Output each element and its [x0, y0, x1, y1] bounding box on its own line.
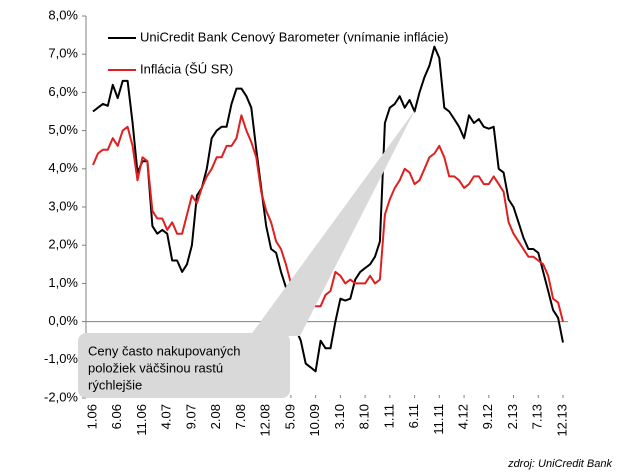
x-tick-label: 9.12: [480, 404, 495, 429]
x-tick-label: 5.09: [282, 404, 297, 429]
x-tick-label: 11.06: [134, 404, 149, 436]
y-tick-label: 4,0%: [48, 160, 78, 175]
y-tick-label: 3,0%: [48, 198, 78, 213]
x-tick-label: 12.08: [258, 404, 273, 437]
x-tick-label: 2.13: [505, 404, 520, 429]
y-tick-label: 6,0%: [48, 84, 78, 99]
y-tick-label: 0,0%: [48, 313, 78, 328]
legend-label: Inflácia (ŠÚ SR): [140, 61, 233, 76]
y-tick-label: 2,0%: [48, 237, 78, 252]
x-tick-label: 12.13: [554, 404, 569, 437]
y-tick-label: 7,0%: [48, 46, 78, 61]
legend-label: UniCredit Bank Cenový Barometer (vnímani…: [140, 29, 449, 44]
x-tick-label: 11.11: [431, 404, 446, 435]
x-tick-label: 7.08: [233, 404, 248, 429]
callout-pointer: [250, 110, 415, 336]
x-tick-label: 10.09: [307, 404, 322, 437]
x-tick-label: 9.07: [183, 404, 198, 429]
x-tick-label: 6.06: [109, 404, 124, 429]
x-tick-label: 4.12: [455, 404, 470, 429]
y-tick-label: 8,0%: [48, 7, 78, 22]
annotation-line: Ceny často nakupovaných: [88, 343, 240, 358]
callout-box: [78, 333, 290, 398]
y-tick-label: 1,0%: [48, 275, 78, 290]
x-tick-label: 2.08: [208, 404, 223, 429]
y-tick-label: 5,0%: [48, 122, 78, 137]
y-tick-label: -2,0%: [44, 389, 78, 404]
source: zdroj: UniCredit Bank: [507, 458, 612, 470]
x-tick-label: 1.06: [84, 404, 99, 429]
x-tick-label: 8.10: [357, 404, 372, 429]
y-tick-label: -1,0%: [44, 351, 78, 366]
series-line: [92, 114, 564, 322]
series-line: [92, 45, 564, 373]
annotation-line: rýchlejšie: [88, 377, 142, 392]
x-tick-label: 7.13: [530, 404, 545, 429]
annotation-line: položiek väčšinou rastú: [88, 360, 223, 375]
x-tick-label: 3.10: [332, 404, 347, 429]
x-tick-label: 6.11: [406, 404, 421, 428]
x-tick-label: 1.11: [381, 404, 396, 428]
x-tick-label: 4.07: [159, 404, 174, 429]
